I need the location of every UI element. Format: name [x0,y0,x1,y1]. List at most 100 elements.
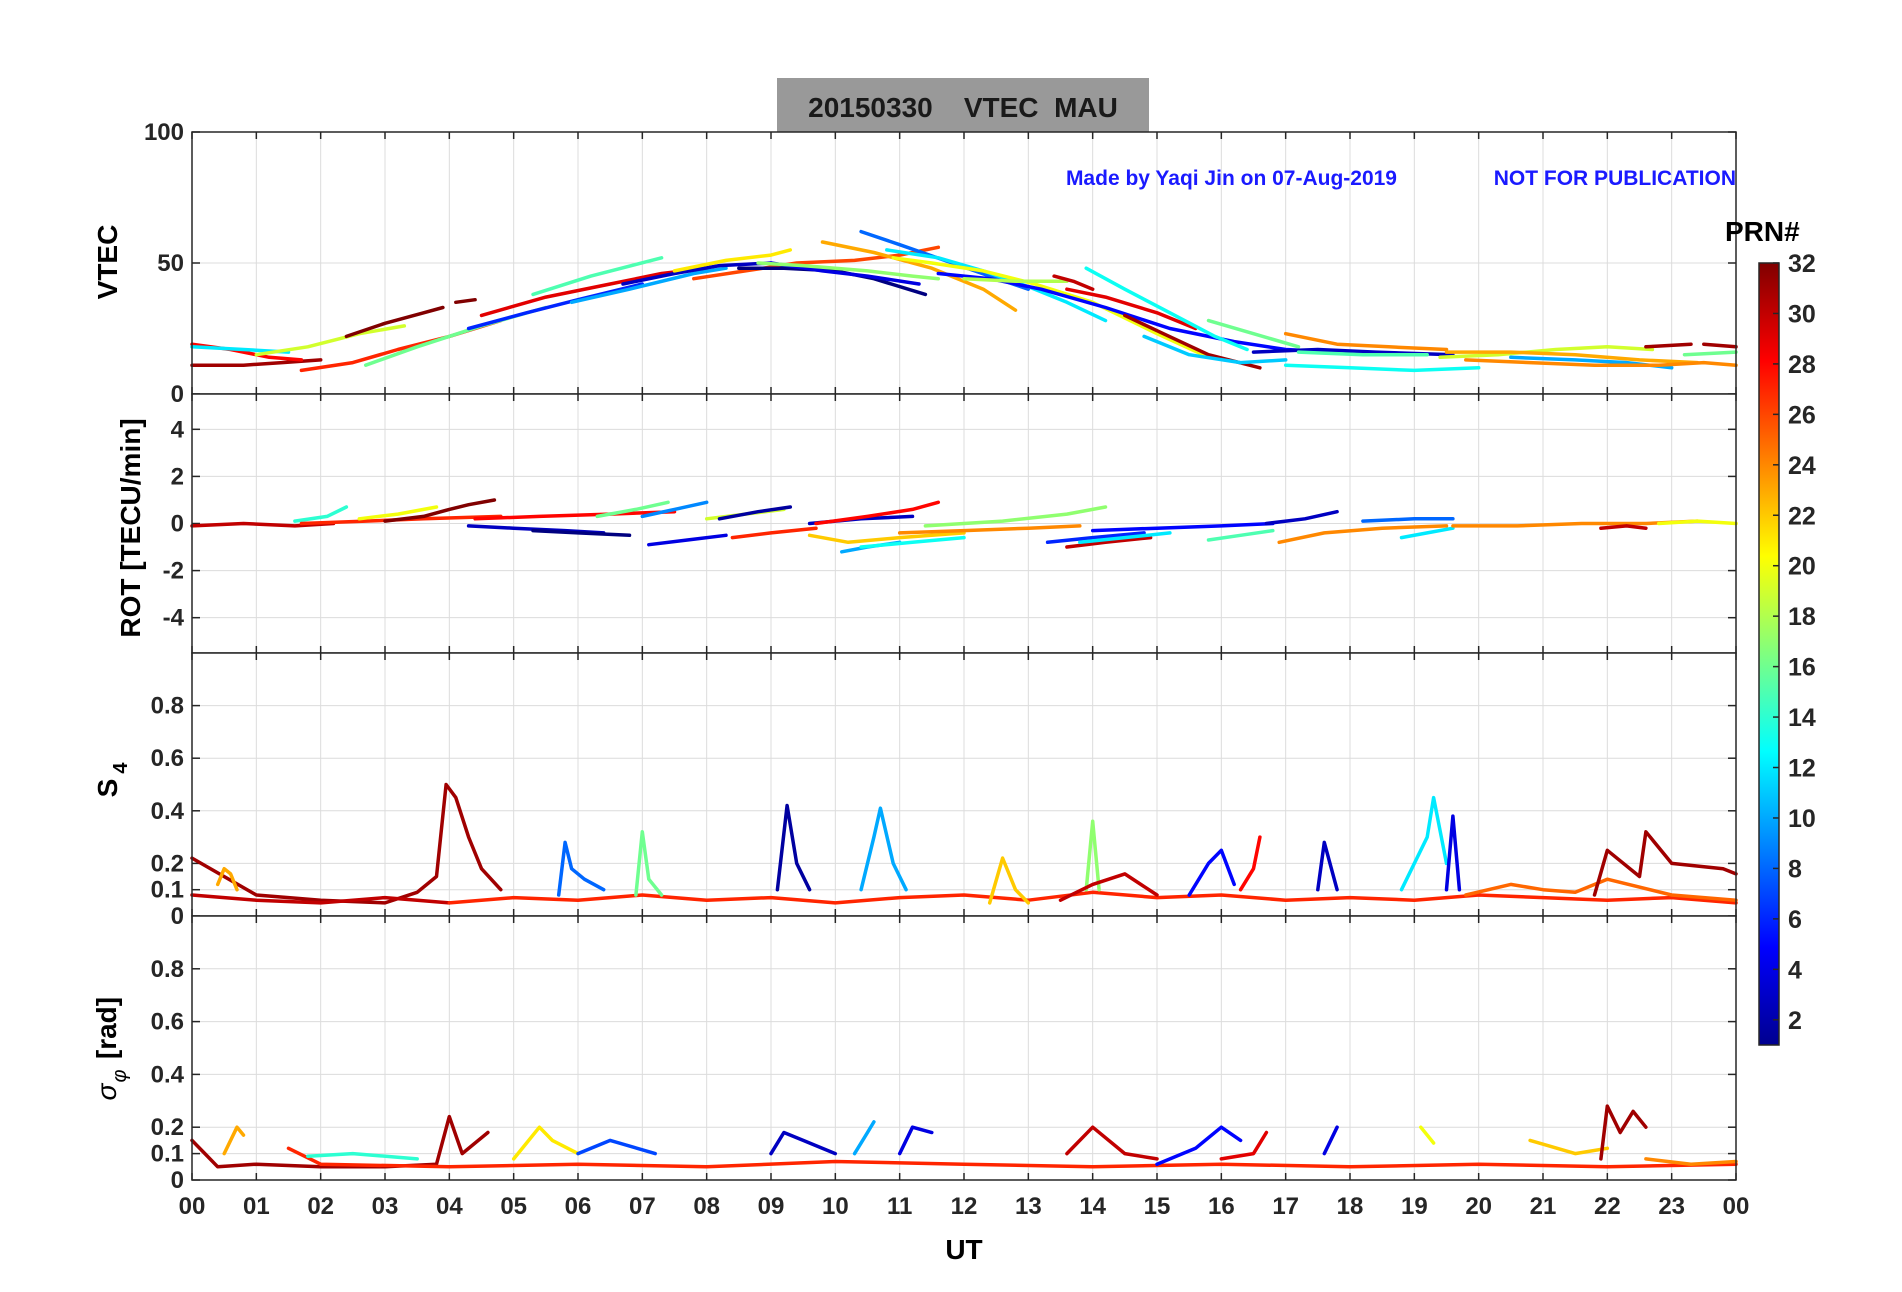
series-line-prn-24 [1464,358,1738,367]
vtec-ylabel: VTEC [92,225,123,300]
colorbar-tick-label: 30 [1788,300,1816,328]
colorbar-tick-label: 32 [1788,250,1816,278]
colorbar-tick-label: 10 [1788,805,1816,833]
colorbar-tick-label: 14 [1788,704,1816,732]
svg-text:[rad]: [rad] [91,997,122,1059]
series-line-prn-4 [1322,1125,1339,1156]
series-line-prn-10 [569,266,728,305]
series-line-prn-23 [222,1125,246,1156]
sigma-phi-panel: 00.10.2 0.4 0.6 0.8 00 01 02 03 04 05 06 07 08 09 10 11… [151,915,1749,1220]
series-line-prn-19 [254,324,407,357]
series-line-prn-16 [1682,350,1738,357]
y-tick-label: 0 [171,1167,184,1194]
colorbar-tick-label: 2 [1788,1007,1802,1035]
series-line-prn-15 [1206,528,1275,542]
series-line-prn-30 [1599,524,1648,530]
series-line-prn-22 [807,531,966,545]
series-line-prn-27 [730,526,818,540]
series-line-prn-5 [1155,1125,1243,1166]
series-line-prn-5 [1090,521,1275,533]
series-line-prn-13 [859,535,966,549]
series-line-prn-10 [859,806,908,892]
x-tick-label: 12 [951,1193,978,1220]
series-line-prn-21 [511,1125,580,1161]
series-line-prn-32 [383,498,497,523]
series-line-prn-30 [190,893,452,905]
series-line-prn-24 [1277,524,1449,545]
rot-ylabel: ROT [TECU/min] [115,418,146,637]
y-tick-label: 0.6 [151,745,184,772]
y-tick-label: 50 [157,250,184,277]
y-tick-label: 0.1 [151,1141,184,1168]
series-line-prn-13 [1084,266,1249,352]
series-line-prn-8 [1361,517,1455,523]
y-tick-label: 0.8 [151,693,184,720]
colorbar [1758,262,1780,1046]
x-tick-label: 07 [629,1193,656,1220]
series-line-prn-32 [454,297,477,305]
series-line-prn-21 [672,248,793,273]
series-line-prn-32 [344,305,445,339]
x-tick-label: 03 [372,1193,399,1220]
series-line-prn-28 [814,500,941,526]
x-tick-label: 13 [1015,1193,1042,1220]
series-line-prn-12 [1399,526,1455,540]
series-line-prn-1 [531,528,632,538]
series-line-prn-16 [634,830,664,897]
series-line-prn-27 [447,890,1738,905]
series-line-prn-28 [1238,835,1262,892]
series-line-prn-24 [897,524,1082,535]
series-line-prn-17 [923,505,1108,528]
series-line-prn-30 [1065,1125,1159,1161]
series-line-prn-15 [531,256,664,297]
series-line-prn-3 [621,261,773,286]
series-line-prn-22 [1528,1138,1610,1156]
series-line-prn-16 [595,500,670,519]
series-line-prn-20 [357,505,439,521]
s4-panel: 00.10.2 0.4 0.6 0.8 [151,652,1738,930]
colorbar-tick-label: 24 [1788,452,1816,480]
series-line-prn-20 [891,256,1211,360]
x-tick-label: 04 [436,1193,463,1220]
y-tick-label: 0.8 [151,956,184,983]
series-line-prn-15 [1296,350,1429,357]
series-line-prn-29 [1065,287,1198,331]
series-line-prn-12 [1399,795,1449,892]
series-line-prn-28 [473,509,677,521]
vtec-panel: 0 50 100 [144,119,1738,408]
x-tick-label: 21 [1530,1193,1557,1220]
colorbar-tick-label: 16 [1788,654,1816,682]
x-tick-label: 18 [1337,1193,1364,1220]
x-tick-label: 00 [179,1193,206,1220]
series-line-prn-19 [1438,345,1655,360]
y-tick-label: 0 [171,903,184,930]
series-line-prn-31 [1599,1104,1648,1161]
series-line-prn-5 [1187,848,1236,897]
svg-text:σ: σ [91,1082,122,1100]
y-tick-label: -2 [163,558,184,585]
series-line-prn-10 [852,1120,876,1156]
series-line-prn-27 [286,1146,1738,1169]
y-tick-label: 0.4 [151,798,185,825]
rot-panel: -4 -2 0 2 4 [163,393,1738,654]
x-tick-label: 20 [1465,1193,1492,1220]
y-tick-label: 0.2 [151,850,184,877]
y-tick-label: 4 [171,416,185,443]
colorbar-tick-label: 22 [1788,502,1816,530]
y-tick-label: 0.4 [151,1061,185,1088]
series-line-prn-24 [1644,1157,1738,1166]
series-line-prn-14 [306,1151,419,1161]
x-tick-label: 10 [822,1193,849,1220]
x-tick-label: 22 [1594,1193,1621,1220]
s4-ylabel: S 4 [92,762,132,798]
series-line-prn-8 [556,840,606,897]
x-tick-label: 23 [1658,1193,1685,1220]
series-line-prn-24 [1283,331,1449,352]
y-tick-label: 2 [171,463,184,490]
y-tick-label: 100 [144,119,184,146]
series-line-prn-20 [1657,519,1738,526]
series-line-prn-13 [1283,363,1481,373]
series-line-prn-31 [1702,342,1738,349]
